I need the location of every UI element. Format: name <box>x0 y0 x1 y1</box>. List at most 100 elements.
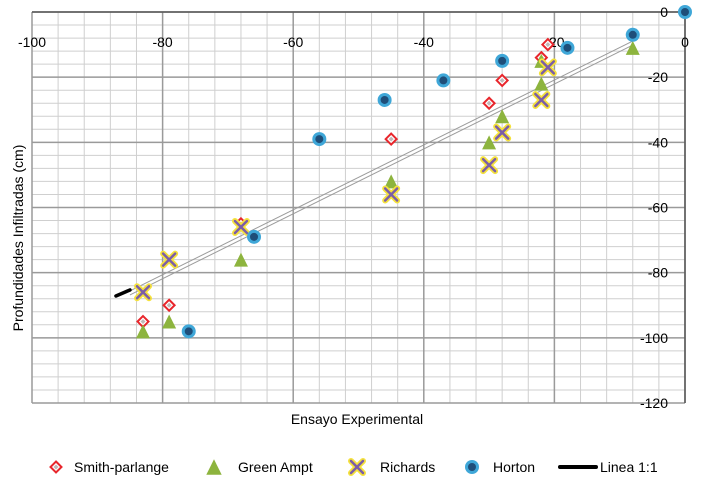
x-marker-stroke <box>349 459 365 475</box>
legend: Smith-parlange Green Ampt Richards Horton Li… <box>49 458 658 476</box>
x-tick-label: -40 <box>414 34 434 50</box>
legend-item: Richards <box>348 458 435 476</box>
data-point-green-ampt <box>482 135 497 150</box>
legend-marker <box>49 460 63 474</box>
legend-label: Horton <box>493 459 535 475</box>
diamond-marker-core <box>499 77 505 83</box>
axes: -100 -80 -60 -40 -20 00-20-40-60-80-100-120 <box>18 4 689 411</box>
data-points <box>134 5 692 339</box>
data-point-green-ampt <box>534 76 549 91</box>
trend-line-upper <box>129 40 633 292</box>
data-point-smith-parlange <box>162 298 177 313</box>
data-point-richards <box>532 90 551 109</box>
diamond-marker-core <box>166 302 172 308</box>
identity-line <box>114 288 132 298</box>
diamond-marker-core <box>53 464 59 470</box>
data-point-horton <box>495 53 510 68</box>
x-marker-stroke <box>383 187 399 202</box>
x-tick-label: -60 <box>283 34 303 50</box>
data-point-smith-parlange <box>482 96 497 111</box>
circle-marker-core <box>563 43 572 52</box>
data-point-richards <box>480 156 499 175</box>
y-tick-label: -20 <box>648 69 668 85</box>
y-tick-label: -40 <box>648 134 668 150</box>
circle-marker-core <box>498 56 507 65</box>
triangle-marker <box>233 252 248 267</box>
legend-label: Richards <box>380 459 435 475</box>
data-point-green-ampt <box>384 174 399 189</box>
diamond-marker-core <box>140 319 146 325</box>
data-point-horton <box>247 229 262 244</box>
data-point-green-ampt <box>233 252 248 267</box>
x-tick-label: 0 <box>681 34 689 50</box>
x-axis-label: Ensayo Experimental <box>291 411 423 427</box>
data-point-richards <box>538 58 557 77</box>
triangle-marker <box>162 314 177 329</box>
data-point-horton <box>436 73 451 88</box>
y-tick-label: -120 <box>640 395 668 411</box>
circle-marker-core <box>681 8 689 16</box>
data-point-green-ampt <box>136 324 151 339</box>
data-point-smith-parlange <box>495 73 510 88</box>
legend-item: Horton <box>465 459 535 475</box>
x-marker-stroke <box>494 125 510 140</box>
data-point-horton <box>312 132 327 147</box>
x-tick-label: -80 <box>152 34 172 50</box>
circle-marker-core <box>380 95 389 104</box>
triangle-marker <box>534 76 549 91</box>
legend-item: Smith-parlange <box>49 459 169 475</box>
data-point-richards <box>231 218 250 237</box>
data-point-smith-parlange <box>540 37 555 52</box>
x-marker-stroke <box>161 252 177 267</box>
circle-marker-core <box>315 135 324 144</box>
triangle-marker <box>136 324 151 339</box>
triangle-marker <box>482 135 497 150</box>
legend-marker <box>206 459 222 475</box>
x-marker-stroke <box>233 219 249 235</box>
y-tick-label: -60 <box>648 200 668 216</box>
circle-marker-core <box>628 30 637 39</box>
data-point-richards <box>160 250 179 269</box>
data-point-smith-parlange <box>384 132 399 146</box>
circle-marker-core <box>184 327 193 336</box>
legend-marker <box>348 458 366 476</box>
x-tick-label: -100 <box>18 34 46 50</box>
data-point-green-ampt <box>625 40 640 55</box>
y-tick-label: -100 <box>640 330 668 346</box>
data-point-richards <box>493 123 512 142</box>
y-axis-label: Profundidades Infiltradas (cm) <box>10 145 26 332</box>
x-marker-stroke <box>540 60 556 75</box>
diamond-marker-core <box>486 100 492 106</box>
y-tick-label: -80 <box>648 265 668 281</box>
reference-lines <box>114 40 633 298</box>
legend-label: Smith-parlange <box>74 459 169 475</box>
circle-marker-core <box>468 463 476 471</box>
legend-label: Green Ampt <box>238 459 313 475</box>
y-tick-label: 0 <box>660 4 668 20</box>
circle-marker-core <box>439 76 448 85</box>
data-point-richards <box>382 185 401 204</box>
data-point-horton <box>181 324 196 339</box>
circle-marker-core <box>250 232 259 241</box>
x-marker-stroke <box>481 157 497 173</box>
data-point-horton <box>625 27 640 42</box>
triangle-marker <box>206 459 222 475</box>
grid <box>31 11 686 404</box>
data-point-horton <box>560 40 575 55</box>
triangle-marker <box>384 174 399 189</box>
legend-marker <box>465 460 479 474</box>
trend-line-lower <box>129 44 633 296</box>
legend-item: Linea 1:1 <box>558 459 658 475</box>
x-marker-stroke <box>534 92 549 108</box>
triangle-marker <box>495 109 510 124</box>
legend-item: Green Ampt <box>206 459 313 475</box>
triangle-marker <box>625 40 640 55</box>
diamond-marker-core <box>545 42 551 48</box>
data-point-horton <box>678 5 692 19</box>
diamond-marker-core <box>388 136 394 142</box>
data-point-green-ampt <box>162 314 177 329</box>
data-point-richards <box>134 283 153 302</box>
data-point-horton <box>377 92 392 107</box>
